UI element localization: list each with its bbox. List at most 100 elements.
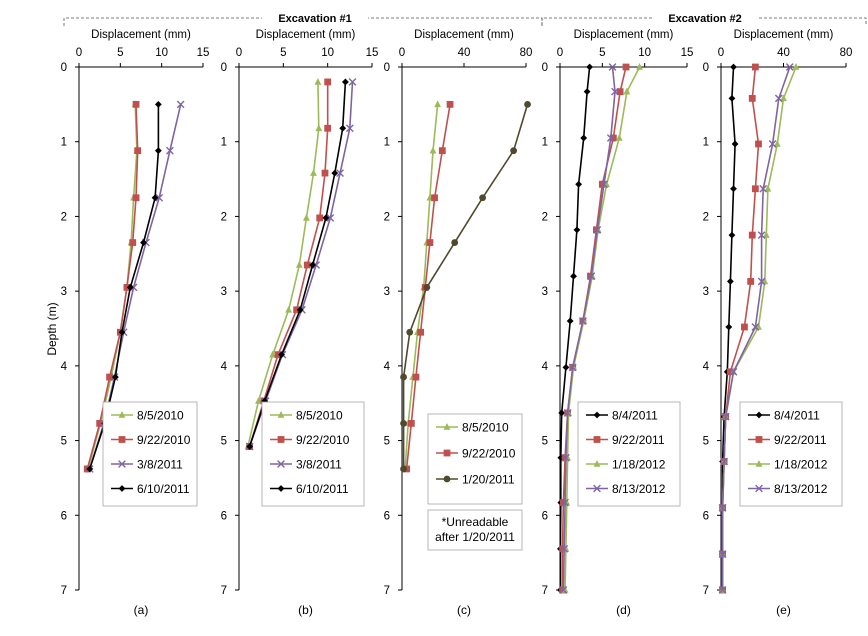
- depth-tick-label: 1: [221, 137, 227, 149]
- note-line-1: *Unreadable: [442, 515, 509, 529]
- data-point: [622, 63, 630, 71]
- data-point: [417, 328, 424, 336]
- data-point: [412, 373, 420, 381]
- data-point: [423, 284, 431, 291]
- data-point: [429, 146, 437, 154]
- data-point: [451, 239, 459, 246]
- legend: 8/5/2010 9/22/2010 3/8/2011 6/10/2011: [102, 401, 198, 507]
- legend-entry-label: 8/5/2010: [296, 409, 343, 423]
- depth-tick-label: 6: [703, 510, 709, 522]
- data-point: [587, 272, 596, 281]
- data-point: [562, 363, 570, 371]
- data-point: [285, 305, 293, 313]
- chart-panel-2: 0 5 10 15 Displacement (mm) 0 1 2 3 4 5 6 7 8/5/2010 9…: [221, 29, 379, 617]
- data-point: [762, 231, 770, 238]
- x-axis-label: Displacement (mm): [734, 29, 834, 41]
- depth-tick-label: 7: [703, 585, 709, 597]
- series-line: [248, 81, 347, 447]
- data-point: [446, 100, 454, 108]
- x-tick-label: 15: [197, 47, 210, 59]
- legend-marker: [118, 436, 126, 443]
- series-line: [248, 81, 354, 447]
- legend-marker: [443, 423, 451, 430]
- data-point: [726, 368, 734, 376]
- legend-entry-label: 6/10/2011: [137, 482, 190, 496]
- legend-entry-label: 8/5/2010: [462, 421, 509, 435]
- data-point: [718, 550, 727, 559]
- data-point: [606, 134, 615, 142]
- panel-label: (b): [298, 603, 313, 617]
- data-point: [730, 63, 737, 71]
- data-point: [718, 503, 727, 512]
- legend-marker: [593, 411, 601, 419]
- data-point: [731, 140, 739, 148]
- data-point: [400, 373, 407, 381]
- series-8-4-2011: [557, 63, 594, 594]
- data-point: [729, 367, 738, 376]
- depth-tick-label: 0: [221, 62, 227, 74]
- legend-entry-label: 8/4/2011: [612, 409, 658, 423]
- x-tick-label: 0: [76, 47, 82, 59]
- legend-marker: [443, 449, 451, 457]
- data-point: [293, 306, 301, 314]
- x-axis-label: Displacement (mm): [574, 29, 674, 41]
- depth-tick-label: 4: [542, 361, 549, 373]
- x-tick-label: 5: [117, 47, 123, 59]
- y-axis-label: Depth (m): [45, 302, 59, 355]
- data-point: [580, 134, 588, 142]
- data-point: [611, 87, 619, 96]
- series-8-5-2010: [244, 77, 323, 450]
- x-axis-label: Displacement (mm): [256, 29, 356, 41]
- depth-tick-label: 0: [542, 62, 548, 74]
- legend-entry-label: 6/10/2011: [296, 482, 349, 496]
- data-point: [774, 94, 783, 103]
- data-point: [728, 94, 736, 102]
- panel-label: (a): [134, 603, 149, 617]
- depth-tick-label: 2: [703, 211, 709, 223]
- legend-entry-label: 9/22/2010: [296, 433, 350, 447]
- data-point: [246, 443, 254, 450]
- x-tick-label: 0: [718, 47, 724, 59]
- depth-tick-label: 1: [542, 137, 548, 149]
- data-point: [140, 239, 147, 246]
- depth-tick-label: 5: [221, 436, 227, 448]
- depth-tick-label: 3: [61, 286, 67, 298]
- data-point: [303, 261, 311, 269]
- panel-label: (e): [776, 603, 791, 617]
- data-point: [751, 185, 759, 193]
- data-point: [600, 180, 608, 189]
- depth-tick-label: 6: [221, 510, 227, 522]
- data-point: [748, 231, 756, 239]
- data-point: [751, 323, 760, 331]
- data-point: [725, 323, 733, 331]
- data-point: [134, 147, 142, 155]
- legend-box: [427, 413, 523, 505]
- data-point: [400, 465, 407, 473]
- panel-label: (d): [616, 603, 631, 617]
- chart-panel-1: 0 5 10 15 Displacement (mm) 0 1 2 3 4 5 6 7 8/5/2010 9…: [61, 29, 210, 617]
- data-point: [563, 409, 572, 417]
- depth-tick-label: 7: [384, 585, 390, 597]
- x-tick-label: 80: [840, 47, 853, 59]
- data-point: [342, 78, 349, 86]
- data-point: [562, 453, 570, 462]
- legend-entry-label: 8/13/2012: [612, 482, 666, 496]
- depth-tick-label: 2: [221, 211, 227, 223]
- legend-entry-label: 8/13/2012: [774, 482, 828, 496]
- data-point: [757, 277, 766, 286]
- legend-marker: [277, 460, 285, 468]
- depth-tick-label: 7: [221, 585, 227, 597]
- legend-marker: [755, 411, 763, 419]
- series-3-8-2011: [245, 78, 357, 451]
- data-point: [339, 124, 347, 132]
- legend-marker: [277, 436, 285, 443]
- x-tick-label: 15: [681, 47, 694, 59]
- panel-label: (c): [457, 603, 471, 617]
- legend-marker: [755, 484, 763, 493]
- data-point: [438, 147, 446, 155]
- data-point: [561, 586, 569, 593]
- data-point: [751, 63, 759, 71]
- data-point: [730, 185, 737, 193]
- data-point: [309, 261, 316, 269]
- depth-tick-label: 1: [61, 137, 67, 149]
